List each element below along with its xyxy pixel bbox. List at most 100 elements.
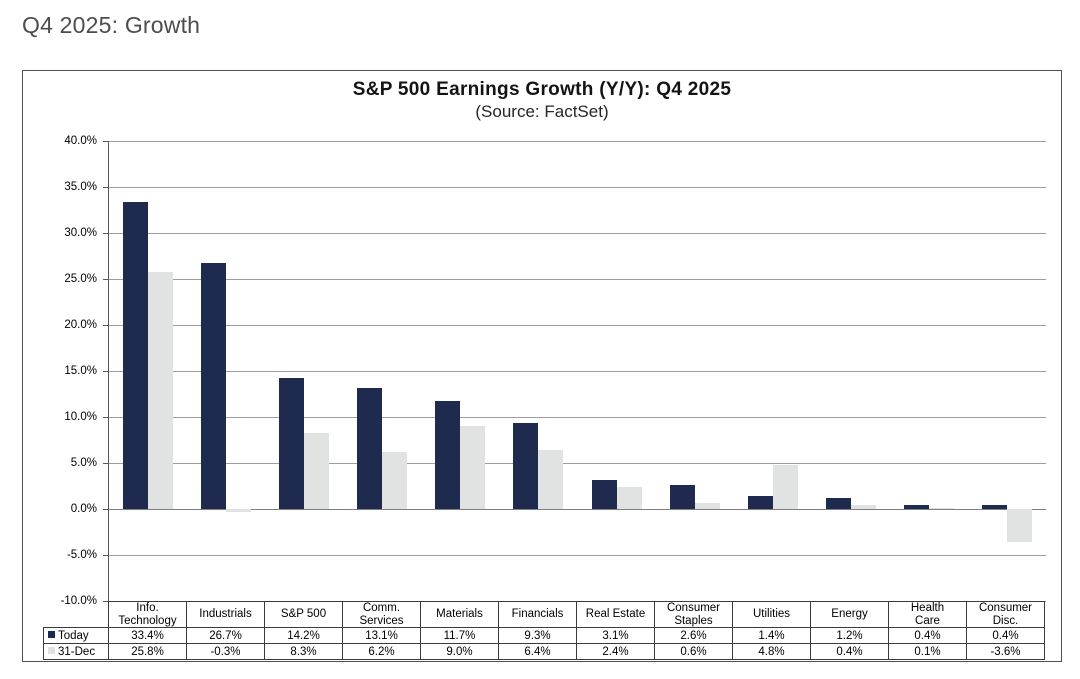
chart-title: S&P 500 Earnings Growth (Y/Y): Q4 2025: [352, 79, 732, 100]
value-31-dec-industrials: -0.3%: [186, 643, 265, 660]
y-tick-mark: [103, 463, 108, 464]
y-tick-label: 5.0%: [70, 456, 97, 469]
y-tick-label: 35.0%: [64, 180, 97, 193]
legend-swatch-today: [48, 630, 55, 638]
bar-31-dec-consumer-disc-: [1006, 509, 1032, 543]
gridline: [109, 417, 1046, 418]
bar-31-dec-financials: [538, 450, 564, 509]
category-header-financials: Financials: [498, 601, 577, 628]
y-tick-mark: [103, 509, 108, 510]
bar-today-consumer-staples: [669, 485, 695, 509]
bar-today-health-care: [903, 505, 929, 509]
bar-today-consumer-disc-: [981, 505, 1007, 509]
bar-today-industrials: [201, 263, 227, 509]
value-31-dec-info-technology: 25.8%: [108, 643, 187, 660]
category-header-consumer-staples: Consumer Staples: [654, 601, 733, 628]
value-today-industrials: 26.7%: [186, 627, 265, 644]
gridline: [109, 555, 1046, 556]
y-tick-mark: [103, 279, 108, 280]
category-header-info-technology: Info. Technology: [108, 601, 187, 628]
bar-today-energy: [825, 497, 851, 509]
table-corner-blank: [43, 601, 109, 628]
bar-today-info-technology: [123, 201, 149, 509]
gridline: [109, 233, 1046, 234]
legend-today: Today: [43, 627, 109, 644]
value-today-health-care: 0.4%: [888, 627, 967, 644]
y-tick-label: 25.0%: [64, 272, 97, 285]
value-today-s-p-500: 14.2%: [264, 627, 343, 644]
bar-today-financials: [513, 423, 539, 509]
value-today-utilities: 1.4%: [732, 627, 811, 644]
gridline: [109, 141, 1046, 142]
y-tick-mark: [103, 187, 108, 188]
value-today-financials: 9.3%: [498, 627, 577, 644]
value-today-real-estate: 3.1%: [576, 627, 655, 644]
y-tick-mark: [103, 233, 108, 234]
value-31-dec-real-estate: 2.4%: [576, 643, 655, 660]
category-header-energy: Energy: [810, 601, 889, 628]
y-tick-label: -5.0%: [66, 548, 97, 561]
chart-subtitle: (Source: FactSet): [475, 102, 609, 121]
bar-today-utilities: [747, 496, 773, 509]
category-header-health-care: Health Care: [888, 601, 967, 628]
gridline: [109, 371, 1046, 372]
y-tick-label: 40.0%: [64, 134, 97, 147]
bar-today-comm-services: [357, 388, 383, 509]
category-header-consumer-disc-: Consumer Disc.: [966, 601, 1045, 628]
y-tick-label: 15.0%: [64, 364, 97, 377]
value-today-materials: 11.7%: [420, 627, 499, 644]
gridline: [109, 279, 1046, 280]
legend-swatch-31-dec: [48, 646, 55, 654]
chart-container: S&P 500 Earnings Growth (Y/Y): Q4 2025 (…: [22, 70, 1062, 662]
gridline: [109, 187, 1046, 188]
bar-31-dec-consumer-staples: [694, 503, 720, 509]
gridline: [109, 463, 1046, 464]
gridline: [109, 325, 1046, 326]
value-31-dec-consumer-disc-: -3.6%: [966, 643, 1045, 660]
y-tick-label: 0.0%: [70, 502, 97, 515]
value-today-energy: 1.2%: [810, 627, 889, 644]
bar-31-dec-comm-services: [382, 451, 408, 509]
value-31-dec-comm-services: 6.2%: [342, 643, 421, 660]
page-title: Q4 2025: Growth: [22, 12, 201, 38]
y-tick-mark: [103, 371, 108, 372]
value-31-dec-health-care: 0.1%: [888, 643, 967, 660]
value-today-comm-services: 13.1%: [342, 627, 421, 644]
table-row-31-dec: 31-Dec 25.8% -0.3% 8.3% 6.2% 9.0% 6.4% 2.4% 0.6%…: [43, 643, 1045, 660]
value-today-info-technology: 33.4%: [108, 627, 187, 644]
value-31-dec-s-p-500: 8.3%: [264, 643, 343, 660]
category-header-s-p-500: S&P 500: [264, 601, 343, 628]
bar-31-dec-energy: [850, 505, 876, 509]
bar-31-dec-materials: [460, 426, 486, 509]
category-header-industrials: Industrials: [186, 601, 265, 628]
bar-31-dec-s-p-500: [304, 432, 330, 509]
value-31-dec-consumer-staples: 0.6%: [654, 643, 733, 660]
value-31-dec-financials: 6.4%: [498, 643, 577, 660]
bar-today-s-p-500: [279, 378, 305, 509]
y-tick-label: 10.0%: [64, 410, 97, 423]
bar-today-real-estate: [591, 480, 617, 509]
zero-gridline: [109, 509, 1046, 510]
value-today-consumer-disc-: 0.4%: [966, 627, 1045, 644]
value-31-dec-energy: 0.4%: [810, 643, 889, 660]
bar-31-dec-info-technology: [148, 271, 174, 509]
legend-31-dec: 31-Dec: [43, 643, 109, 660]
category-header-materials: Materials: [420, 601, 499, 628]
bar-31-dec-industrials: [226, 509, 252, 512]
category-header-real-estate: Real Estate: [576, 601, 655, 628]
y-tick-mark: [103, 325, 108, 326]
plot-area: [108, 141, 1046, 602]
table-row-today: Today 33.4% 26.7% 14.2% 13.1% 11.7% 9.3% 3.1% 2.…: [43, 627, 1045, 644]
bar-31-dec-real-estate: [616, 486, 642, 509]
bar-today-materials: [435, 401, 461, 509]
y-tick-mark: [103, 141, 108, 142]
value-31-dec-utilities: 4.8%: [732, 643, 811, 660]
y-tick-mark: [103, 555, 108, 556]
y-tick-label: 30.0%: [64, 226, 97, 239]
y-tick-label: 20.0%: [64, 318, 97, 331]
value-today-consumer-staples: 2.6%: [654, 627, 733, 644]
category-header-utilities: Utilities: [732, 601, 811, 628]
bar-31-dec-utilities: [772, 464, 798, 509]
value-31-dec-materials: 9.0%: [420, 643, 499, 660]
